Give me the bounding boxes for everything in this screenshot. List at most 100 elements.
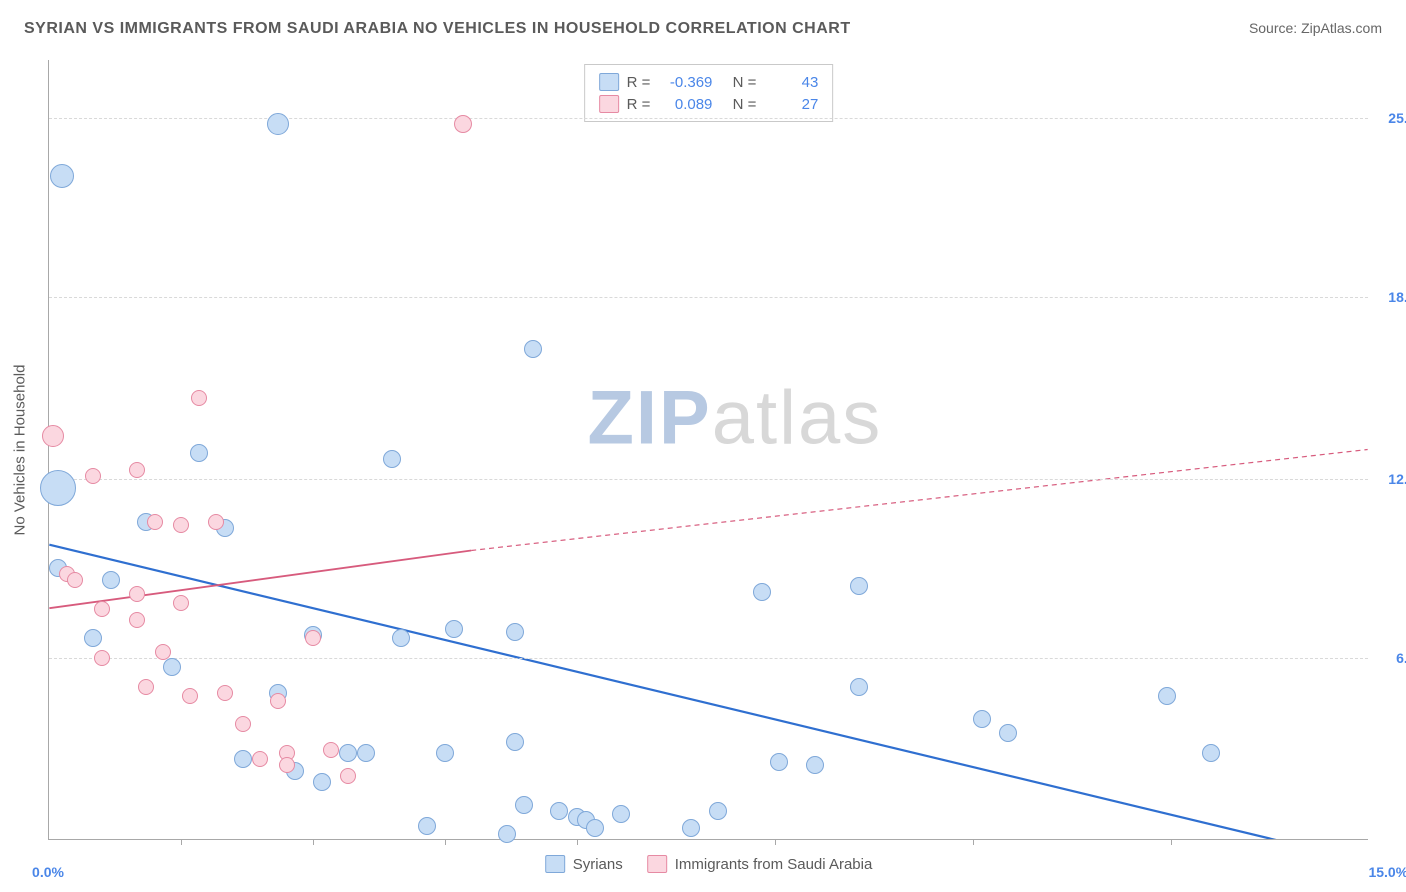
data-point: [42, 425, 64, 447]
x-tick: [1171, 839, 1172, 845]
data-point: [129, 462, 145, 478]
data-point: [155, 644, 171, 660]
legend-label-saudi: Immigrants from Saudi Arabia: [675, 856, 873, 873]
data-point: [1202, 744, 1220, 762]
stats-r-saudi: 0.089: [658, 96, 712, 113]
data-point: [67, 572, 83, 588]
data-point: [313, 773, 331, 791]
data-point: [279, 757, 295, 773]
x-tick: [577, 839, 578, 845]
chart-title: SYRIAN VS IMMIGRANTS FROM SAUDI ARABIA N…: [24, 20, 851, 38]
data-point: [383, 450, 401, 468]
data-point: [138, 679, 154, 695]
x-tick: [181, 839, 182, 845]
data-point: [267, 113, 289, 135]
stats-row-syrians: R = -0.369 N = 43: [599, 71, 819, 93]
x-tick: [973, 839, 974, 845]
swatch-blue-icon: [599, 73, 619, 91]
data-point: [129, 586, 145, 602]
legend-item-saudi: Immigrants from Saudi Arabia: [647, 855, 873, 873]
data-point: [50, 164, 74, 188]
data-point: [129, 612, 145, 628]
stats-n-label: N =: [733, 74, 757, 91]
stats-row-saudi: R = 0.089 N = 27: [599, 93, 819, 115]
source-label: Source:: [1249, 20, 1301, 36]
data-point: [173, 517, 189, 533]
data-point: [586, 819, 604, 837]
data-point: [40, 470, 76, 506]
watermark-part2: atlas: [712, 376, 883, 461]
data-point: [392, 629, 410, 647]
stats-legend-box: R = -0.369 N = 43 R = 0.089 N = 27: [584, 64, 834, 122]
data-point: [770, 753, 788, 771]
data-point: [454, 115, 472, 133]
y-axis-label: No Vehicles in Household: [12, 365, 29, 536]
legend-label-syrians: Syrians: [573, 856, 623, 873]
data-point: [850, 577, 868, 595]
data-point: [357, 744, 375, 762]
stats-r-syrians: -0.369: [658, 74, 712, 91]
data-point: [498, 825, 516, 843]
data-point: [515, 796, 533, 814]
data-point: [234, 750, 252, 768]
x-tick-end: 15.0%: [1368, 864, 1406, 880]
data-point: [147, 514, 163, 530]
data-point: [182, 688, 198, 704]
x-tick-start: 0.0%: [32, 864, 64, 880]
data-point: [163, 658, 181, 676]
y-tick-label: 25.0%: [1372, 110, 1406, 126]
data-point: [806, 756, 824, 774]
source-name: ZipAtlas.com: [1301, 20, 1382, 36]
stats-r-label: R =: [627, 96, 651, 113]
data-point: [682, 819, 700, 837]
y-tick-label: 12.5%: [1372, 471, 1406, 487]
data-point: [1158, 687, 1176, 705]
data-point: [753, 583, 771, 601]
header: SYRIAN VS IMMIGRANTS FROM SAUDI ARABIA N…: [0, 0, 1406, 46]
data-point: [94, 650, 110, 666]
data-point: [173, 595, 189, 611]
gridline: [49, 658, 1368, 659]
stats-n-label: N =: [733, 96, 757, 113]
data-point: [850, 678, 868, 696]
data-point: [973, 710, 991, 728]
stats-r-label: R =: [627, 74, 651, 91]
data-point: [999, 724, 1017, 742]
x-tick: [775, 839, 776, 845]
gridline: [49, 118, 1368, 119]
source-attribution: Source: ZipAtlas.com: [1249, 20, 1382, 36]
data-point: [506, 733, 524, 751]
watermark: ZIPatlas: [587, 375, 882, 462]
data-point: [217, 685, 233, 701]
gridline: [49, 297, 1368, 298]
data-point: [191, 390, 207, 406]
stats-n-saudi: 27: [764, 96, 818, 113]
data-point: [418, 817, 436, 835]
data-point: [84, 629, 102, 647]
data-point: [323, 742, 339, 758]
data-point: [340, 768, 356, 784]
y-tick-label: 6.3%: [1372, 650, 1406, 666]
x-tick: [313, 839, 314, 845]
swatch-blue-icon: [545, 855, 565, 873]
data-point: [85, 468, 101, 484]
data-point: [612, 805, 630, 823]
data-point: [436, 744, 454, 762]
legend-item-syrians: Syrians: [545, 855, 623, 873]
y-tick-label: 18.8%: [1372, 289, 1406, 305]
x-tick: [445, 839, 446, 845]
gridline: [49, 479, 1368, 480]
data-point: [208, 514, 224, 530]
chart-area: No Vehicles in Household ZIPatlas R = -0…: [48, 60, 1368, 840]
swatch-pink-icon: [599, 95, 619, 113]
plot-region: ZIPatlas R = -0.369 N = 43 R = 0.089 N =…: [48, 60, 1368, 840]
bottom-legend: Syrians Immigrants from Saudi Arabia: [545, 855, 873, 873]
data-point: [445, 620, 463, 638]
data-point: [190, 444, 208, 462]
data-point: [94, 601, 110, 617]
swatch-pink-icon: [647, 855, 667, 873]
watermark-part1: ZIP: [587, 376, 711, 461]
data-point: [524, 340, 542, 358]
data-point: [235, 716, 251, 732]
data-point: [709, 802, 727, 820]
